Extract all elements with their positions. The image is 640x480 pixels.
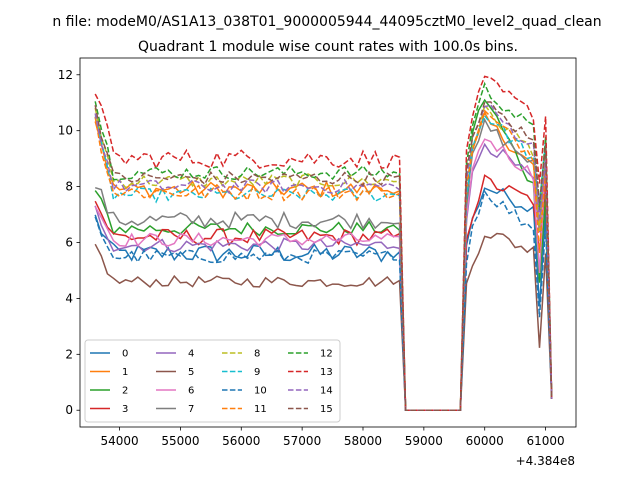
y-tick-label: 0 — [65, 403, 73, 417]
legend-label-0: 0 — [122, 349, 128, 360]
chart-title: Quadrant 1 module wise count rates with … — [138, 39, 518, 55]
legend-label-12: 12 — [320, 349, 333, 360]
x-tick-label: 54000 — [100, 434, 138, 448]
series-line-5 — [94, 232, 553, 411]
y-tick-label: 4 — [65, 291, 73, 305]
x-axis: 54000 55000 56000 57000 58000 59000 60000 61000 — [100, 427, 565, 448]
series-line-4 — [94, 142, 553, 411]
y-tick-label: 12 — [58, 68, 73, 82]
x-tick-label: 59000 — [405, 434, 443, 448]
series-line-7 — [94, 117, 553, 411]
x-tick-label: 58000 — [344, 434, 382, 448]
series-line-10 — [94, 189, 553, 411]
y-tick-label: 2 — [65, 347, 73, 361]
legend-label-7: 7 — [188, 404, 194, 415]
legend-frame — [84, 339, 341, 423]
y-tick-label: 6 — [65, 236, 73, 250]
legend-label-3: 3 — [122, 404, 128, 415]
series-line-13 — [94, 75, 553, 411]
series-line-3 — [94, 174, 553, 411]
series-line-6 — [94, 138, 553, 411]
legend-label-1: 1 — [122, 367, 128, 378]
legend-label-13: 13 — [320, 367, 333, 378]
series-line-14 — [94, 104, 553, 411]
plot-lines — [94, 75, 553, 411]
y-tick-label: 8 — [65, 180, 73, 194]
chart-suptitle: n file: modeM0/AS1A13_038T01_9000005944_… — [52, 14, 601, 30]
legend-label-2: 2 — [122, 386, 128, 397]
legend-label-8: 8 — [254, 349, 260, 360]
x-tick-label: 61000 — [526, 434, 564, 448]
legend-label-4: 4 — [188, 349, 194, 360]
legend-label-14: 14 — [320, 386, 333, 397]
series-line-11 — [94, 109, 553, 411]
legend-label-5: 5 — [188, 367, 194, 378]
series-line-15 — [94, 101, 553, 411]
x-tick-label: 56000 — [222, 434, 260, 448]
series-line-12 — [94, 81, 553, 411]
y-axis: 0 2 4 6 8 10 12 — [58, 68, 80, 417]
legend-label-9: 9 — [254, 367, 260, 378]
y-tick-label: 10 — [58, 124, 73, 138]
x-offset-label: +4.384e8 — [516, 454, 575, 468]
legend-label-6: 6 — [188, 386, 194, 397]
x-tick-label: 60000 — [466, 434, 504, 448]
x-tick-label: 55000 — [161, 434, 199, 448]
legend-label-11: 11 — [254, 404, 267, 415]
legend-label-10: 10 — [254, 386, 267, 397]
series-line-9 — [94, 114, 553, 411]
legend-label-15: 15 — [320, 404, 333, 415]
x-tick-label: 57000 — [283, 434, 321, 448]
